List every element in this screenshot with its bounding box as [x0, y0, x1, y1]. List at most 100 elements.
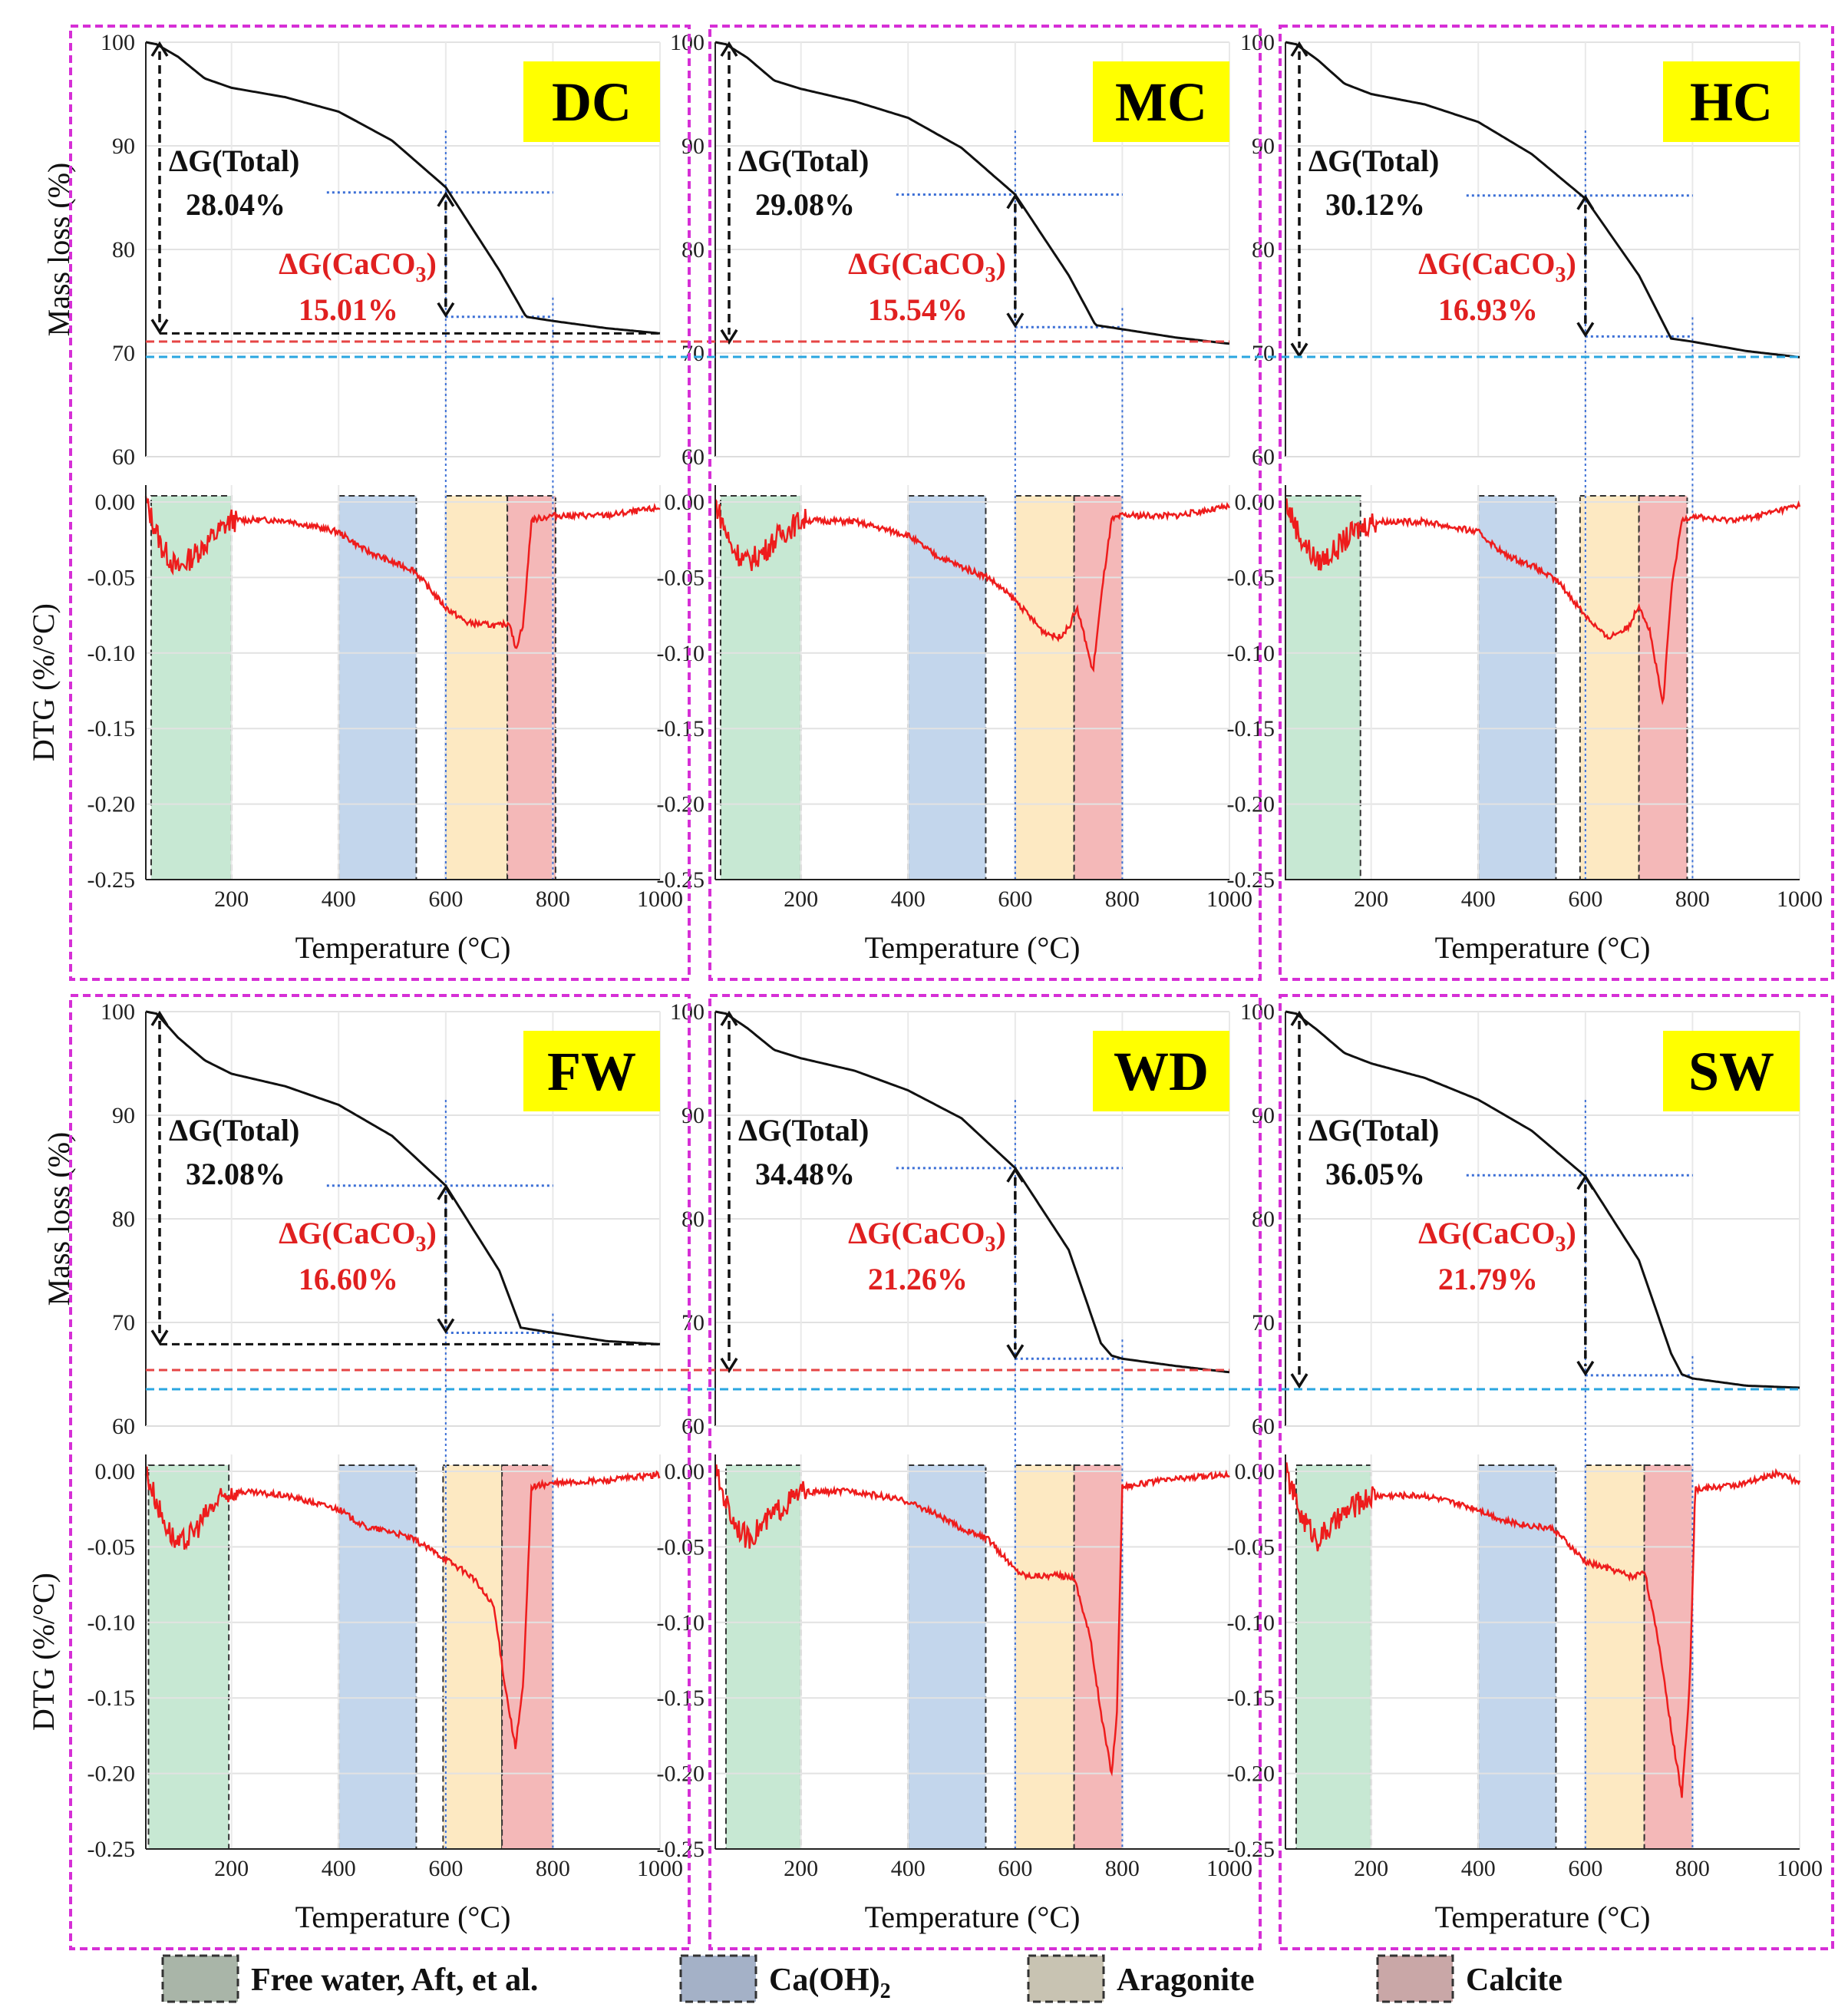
wd-x-tick-label: 600	[998, 1856, 1032, 1881]
sw-total-arrow-head-down	[1290, 1373, 1308, 1389]
sw-dtg-tick-label: -0.05	[1227, 1534, 1275, 1560]
fw-total-value: 32.08%	[186, 1157, 285, 1191]
fw-caco3-value: 16.60%	[299, 1262, 398, 1296]
mc-dtg-curve	[714, 499, 1231, 673]
sw-dtg-tick-label: 0.00	[1235, 1459, 1275, 1484]
sw-dtg-tick-label: -0.25	[1227, 1837, 1275, 1862]
sw-dtg-tick-label: -0.20	[1227, 1761, 1275, 1787]
dc-mass-tick-label: 80	[112, 237, 135, 262]
fw-mass-tick-label: 100	[101, 999, 135, 1025]
fw-mass-tick-label: 70	[112, 1310, 135, 1336]
wd-mass-tick-label: 90	[681, 1103, 705, 1128]
fw-x-tick-label: 200	[214, 1856, 249, 1881]
hc-sample-label: HC	[1690, 71, 1773, 133]
sw-dtg-tick-label: -0.15	[1227, 1685, 1275, 1711]
fw-total-arrow-head-up	[150, 1010, 169, 1026]
wd-caco3-value: 21.26%	[868, 1262, 968, 1296]
fw-sample-label: FW	[547, 1041, 636, 1102]
dc-caoh2-band	[338, 495, 417, 880]
dc-x-tick-label: 1000	[637, 886, 683, 912]
wd-x-tick-label: 800	[1105, 1856, 1140, 1881]
panel-frame-fw	[69, 994, 691, 1950]
dc-caco3-arrow-head-down	[437, 302, 455, 319]
mc-mass-tick-label: 100	[670, 30, 705, 55]
hc-dtg-tick-label: 0.00	[1235, 490, 1275, 515]
fw-caco3-label: ΔG(CaCO3)	[279, 1216, 437, 1256]
sw-x-tick-label: 400	[1461, 1856, 1496, 1881]
mc-caco3-arrow-head-up	[1006, 193, 1025, 210]
sw-mass-tick-label: 90	[1252, 1103, 1275, 1128]
mc-mass-tick-label: 80	[681, 237, 705, 262]
wd-total-value: 34.48%	[755, 1157, 855, 1191]
reference-lines-layer	[146, 340, 1800, 1391]
hc-total-value: 30.12%	[1325, 187, 1425, 222]
hc-aragonite-band	[1579, 495, 1640, 880]
hc-caco3-label: ΔG(CaCO3)	[1418, 246, 1576, 287]
dc-mass-tick-label: 100	[101, 30, 135, 55]
sw-free-water-band	[1295, 1464, 1372, 1850]
fw-dtg-curve	[144, 1466, 661, 1749]
mc-sample-label-bg	[1093, 61, 1229, 142]
panel-frame-dc	[69, 25, 691, 981]
hc-dtg-tick-label: -0.25	[1227, 867, 1275, 893]
dc-aragonite-band	[444, 495, 509, 880]
mc-mass-tick-label: 60	[681, 444, 705, 470]
dc-total-arrow-head-down	[150, 319, 169, 335]
hc-dtg-tick-label: -0.10	[1227, 641, 1275, 666]
hc-calcite-band	[1638, 495, 1688, 880]
hc-caoh2-band	[1477, 495, 1557, 880]
sw-sample-label: SW	[1688, 1041, 1774, 1102]
wd-mass-tick-label: 80	[681, 1207, 705, 1232]
hc-x-tick-label: 200	[1354, 886, 1388, 912]
dc-dtg-tick-label: 0.00	[95, 490, 136, 515]
dc-dtg-tick-label: -0.25	[87, 867, 136, 893]
sw-caco3-arrow-head-up	[1576, 1174, 1595, 1190]
mc-dtg-tick-label: -0.10	[657, 641, 705, 666]
mc-caco3-value: 15.54%	[868, 292, 968, 327]
fw-calcite-band	[501, 1464, 554, 1850]
mc-x-tick-label: 800	[1105, 886, 1140, 912]
sw-x-tick-label: 1000	[1777, 1856, 1823, 1881]
mc-x-tick-label: 400	[891, 886, 926, 912]
mc-dtg-tick-label: -0.15	[657, 716, 705, 741]
wd-mass-tick-label: 100	[670, 999, 705, 1025]
dc-x-tick-label: 800	[536, 886, 570, 912]
sw-caco3-arrow-head-down	[1576, 1360, 1595, 1377]
wd-sample-label: WD	[1114, 1041, 1209, 1102]
wd-dtg-curve	[714, 1464, 1230, 1777]
wd-total-arrow-head-up	[720, 1010, 738, 1026]
hc-caco3-arrow-head-down	[1576, 322, 1595, 338]
legend-label-3: Calcite	[1466, 1963, 1563, 1998]
legend: Free water, Aft, et al. Ca(OH)2 Aragonite C…	[161, 1954, 1563, 2003]
dc-mass-tick-label: 60	[112, 444, 135, 470]
dc-dtg-tick-label: -0.10	[87, 641, 136, 666]
hc-x-tick-label: 1000	[1777, 886, 1823, 912]
sw-x-axis-title: Temperature (°C)	[1435, 1900, 1651, 1934]
wd-caco3-arrow-head-down	[1006, 1344, 1025, 1360]
wd-calcite-band	[1073, 1464, 1124, 1850]
fw-mass-axis-title: Mass loss (%)	[41, 1132, 76, 1306]
dc-dtg-axis-title: DTG (%/°C)	[26, 603, 61, 761]
sw-aragonite-band	[1584, 1464, 1645, 1850]
mc-mass-tick-label: 70	[681, 341, 705, 366]
hc-dtg-tick-label: -0.05	[1227, 565, 1275, 590]
mc-calcite-band	[1073, 495, 1124, 880]
sw-dtg-tick-label: -0.10	[1227, 1610, 1275, 1636]
mc-dtg-tick-label: -0.05	[657, 565, 705, 590]
wd-mass-tick-label: 60	[681, 1414, 705, 1439]
sw-mass-tick-label: 100	[1240, 999, 1275, 1025]
mc-dtg-tick-label: -0.20	[657, 792, 705, 817]
wd-dtg-tick-label: -0.25	[657, 1837, 705, 1862]
annotations-layer: DC ΔG(Total) 28.04% ΔG(CaCO3) 15.01% MC ΔG(Tot…	[150, 41, 1800, 1389]
sw-caco3-label: ΔG(CaCO3)	[1418, 1216, 1576, 1256]
mc-total-arrow-head-down	[720, 329, 738, 345]
hc-tg-curve	[1285, 41, 1800, 358]
mc-aragonite-band	[1014, 495, 1075, 880]
sw-x-tick-label: 800	[1675, 1856, 1710, 1881]
fw-caco3-arrow-head-down	[437, 1318, 455, 1334]
panel-frame-wd	[708, 994, 1262, 1950]
dc-dtg-tick-label: -0.15	[87, 716, 136, 741]
dc-mass-axis-title: Mass loss (%)	[41, 163, 76, 337]
hc-x-tick-label: 400	[1461, 886, 1496, 912]
